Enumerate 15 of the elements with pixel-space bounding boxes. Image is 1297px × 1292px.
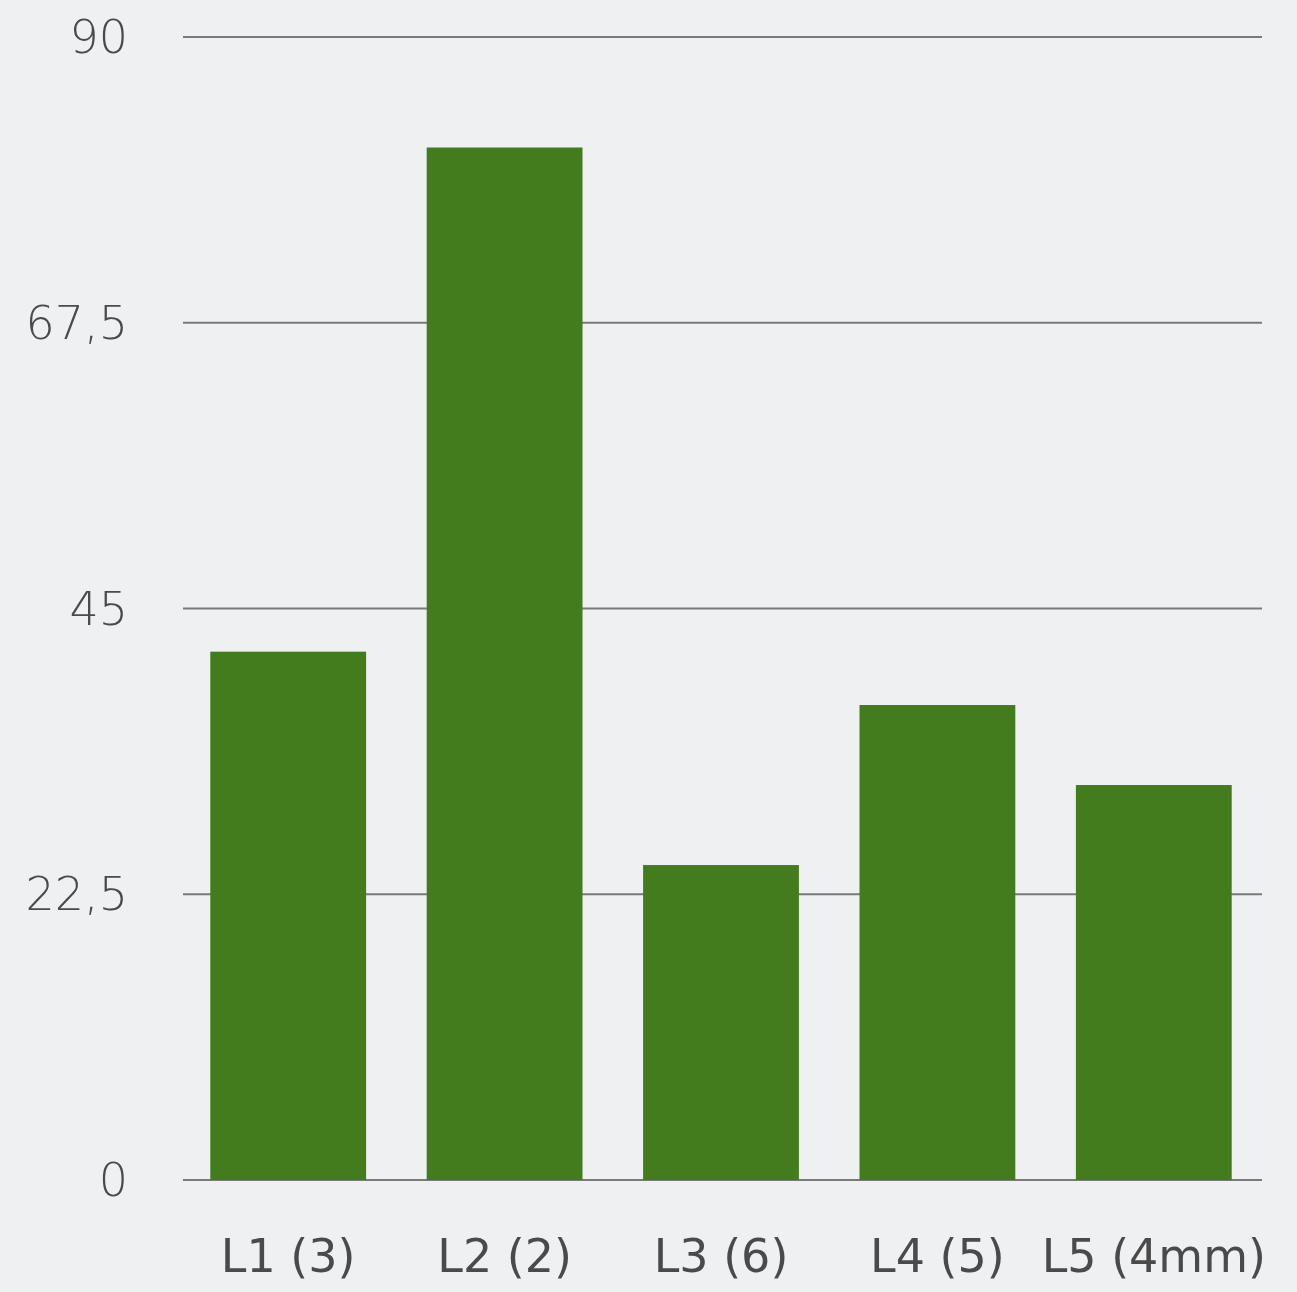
bar	[643, 865, 799, 1180]
y-tick-label: 22,5	[25, 867, 128, 922]
bar	[859, 705, 1016, 1180]
bar	[1075, 785, 1232, 1180]
x-tick-label: L3 (6)	[653, 1229, 789, 1283]
y-tick-label: 67,5	[25, 295, 128, 350]
x-tick-label: L4 (5)	[870, 1229, 1005, 1283]
bar	[210, 651, 367, 1180]
x-tick-label: L1 (3)	[220, 1229, 356, 1283]
y-tick-label: 0	[98, 1153, 128, 1208]
x-tick-label: L2 (2)	[437, 1229, 572, 1283]
x-tick-label: L5 (4mm)	[1041, 1229, 1266, 1283]
y-tick-label: 45	[69, 581, 128, 636]
y-tick-label: 90	[69, 10, 128, 65]
bar	[426, 147, 583, 1180]
